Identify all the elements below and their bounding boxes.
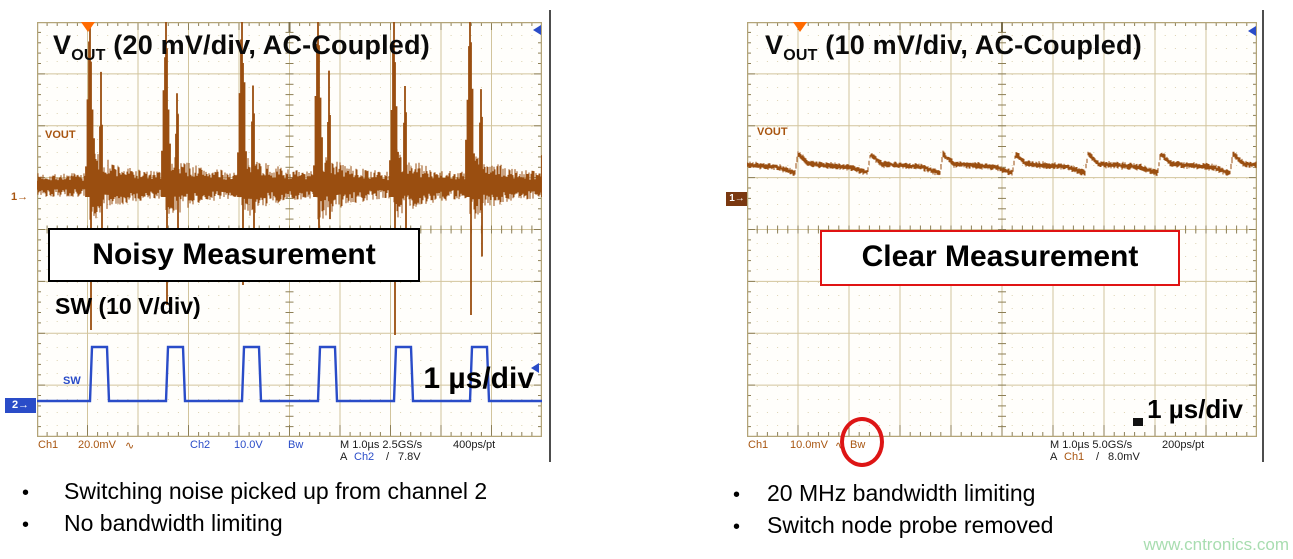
title-rest: (10 mV/div, AC-Coupled)	[817, 30, 1142, 60]
trigger-a-label: A	[1050, 451, 1058, 463]
scope-title-left: VOUT (20 mV/div, AC-Coupled)	[53, 30, 430, 65]
oscilloscope-right: 1→ VOUT (10 mV/div, AC-Coupled) VOUT Cle…	[712, 8, 1264, 473]
trigger-position-marker-left	[81, 22, 95, 32]
status-bar-left-row2: A Ch2 / 7.8V	[5, 451, 551, 464]
bullet-icon: •	[733, 516, 741, 538]
timebase-label-right: 1 µs/div	[1147, 394, 1243, 424]
ruler-mark	[1133, 418, 1143, 426]
vout-trace-label-left: VOUT	[45, 129, 76, 141]
resolution-readout-left: 400ps/pt	[453, 439, 496, 451]
title-v: V	[765, 30, 784, 60]
bw-highlight-circle	[840, 417, 884, 467]
bullet-icon: •	[22, 514, 30, 536]
resolution-readout-right: 200ps/pt	[1162, 439, 1205, 451]
ch1-coupling-icon: ∿	[835, 440, 845, 452]
trigger-level: 8.0mV	[1108, 451, 1140, 463]
sw-trace-label: SW	[63, 375, 81, 387]
ch2-scale: 10.0V	[234, 439, 263, 451]
oscilloscope-left: 1→ 2→ VOUT (20 mV/div, AC-Coupled) VOUT …	[5, 8, 551, 473]
trigger-slope-icon: /	[386, 451, 390, 463]
ch2-position-marker-left: 2→	[5, 398, 36, 413]
screenshot-edge-left	[549, 10, 551, 462]
ch2-trigger-level-arrow-left	[531, 363, 539, 373]
graticule-left: VOUT (20 mV/div, AC-Coupled) VOUT Noisy …	[37, 22, 542, 437]
status-bar-right-row1: Ch1 10.0mV ∿ Bw M 1.0µs 5.0GS/s 200ps/pt	[712, 439, 1264, 452]
noisy-measurement-callout: Noisy Measurement	[48, 228, 420, 282]
bullet-list-right: • 20 MHz bandwidth limiting • Switch nod…	[733, 480, 1273, 544]
timebase-readout-left: M 1.0µs 2.5GS/s	[340, 439, 423, 451]
trigger-level: 7.8V	[398, 451, 421, 463]
top-right-level-arrow-right	[1248, 26, 1256, 36]
title-rest: (20 mV/div, AC-Coupled)	[105, 30, 430, 60]
bullet-text: No bandwidth limiting	[64, 510, 283, 536]
bullet-icon: •	[733, 484, 741, 506]
ch2-label: Ch2	[190, 439, 211, 451]
trigger-source: Ch1	[1064, 451, 1085, 463]
ch1-position-marker-right: 1→	[726, 192, 748, 206]
bullet-list-left: • Switching noise picked up from channel…	[22, 478, 642, 542]
ch1-label: Ch1	[38, 439, 59, 451]
screenshot-edge-right	[1262, 10, 1264, 462]
bullet-text: 20 MHz bandwidth limiting	[767, 480, 1036, 506]
bullet-text: Switching noise picked up from channel 2	[64, 478, 488, 504]
trigger-a-label: A	[340, 451, 348, 463]
timebase-readout-right: M 1.0µs 5.0GS/s	[1050, 439, 1133, 451]
title-v: V	[53, 30, 72, 60]
title-sub: OUT	[71, 47, 106, 64]
list-item: • No bandwidth limiting	[22, 510, 642, 542]
list-item: • 20 MHz bandwidth limiting	[733, 480, 1273, 512]
ch1-label: Ch1	[748, 439, 769, 451]
status-bar-left-row1: Ch1 20.0mV ∿ Ch2 10.0V Bw M 1.0µs 2.5GS/…	[5, 439, 551, 452]
waveform-plot-right	[747, 22, 1257, 437]
list-item: • Switching noise picked up from channel…	[22, 478, 642, 510]
top-right-level-arrow-left	[533, 25, 541, 35]
bw-indicator-left: Bw	[288, 439, 304, 451]
ch1-scale: 10.0mV	[790, 439, 828, 451]
scope-title-right: VOUT (10 mV/div, AC-Coupled)	[765, 30, 1142, 65]
sw-scale-label: SW (10 V/div)	[55, 293, 201, 319]
title-sub: OUT	[783, 47, 818, 64]
status-bar-right-row2: A Ch1 / 8.0mV	[712, 451, 1264, 464]
trigger-source: Ch2	[354, 451, 375, 463]
trigger-position-marker-right	[793, 22, 807, 32]
trigger-slope-icon: /	[1096, 451, 1100, 463]
vout-trace-label-right: VOUT	[757, 126, 788, 138]
ch1-position-marker-left: 1→	[11, 191, 29, 203]
ch1-scale: 20.0mV	[78, 439, 116, 451]
list-item: • Switch node probe removed	[733, 512, 1273, 544]
graticule-right: VOUT (10 mV/div, AC-Coupled) VOUT Clear …	[747, 22, 1257, 437]
bullet-text: Switch node probe removed	[767, 512, 1054, 538]
clear-measurement-callout: Clear Measurement	[820, 230, 1180, 286]
timebase-label-left: 1 µs/div	[423, 362, 534, 395]
watermark: www.cntronics.com	[1143, 535, 1289, 554]
ch1-coupling-icon: ∿	[125, 440, 135, 452]
bullet-icon: •	[22, 482, 30, 504]
